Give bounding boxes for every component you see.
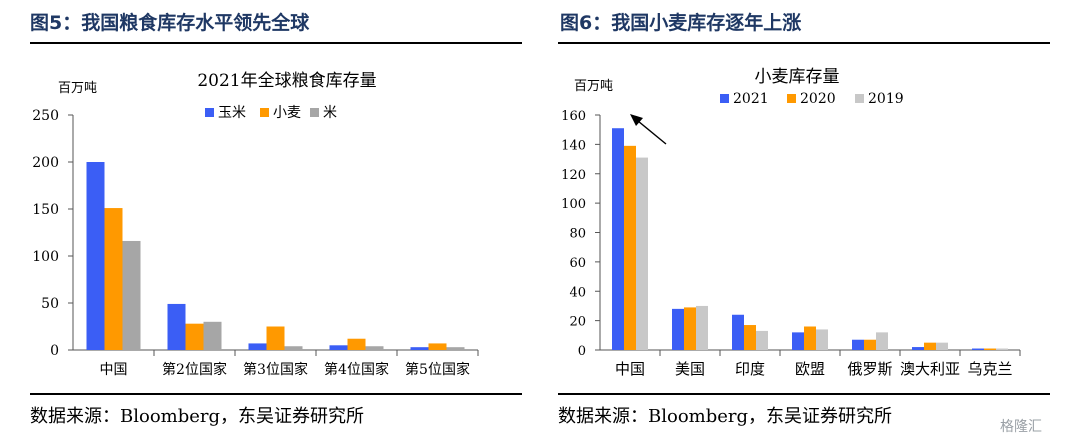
- chart1-ytick-label: 200: [32, 155, 59, 171]
- chart2-xtick-label: 澳大利亚: [900, 360, 960, 378]
- chart1-bar-3: [284, 346, 303, 350]
- chart2-legend-swatch: [855, 94, 864, 103]
- chart2-bar-2: [984, 348, 996, 350]
- chart1-legend-swatch: [205, 108, 214, 117]
- chart1-bar-3: [122, 240, 141, 350]
- chart2-bar-1: [852, 339, 864, 350]
- chart1-legend-label: 小麦: [273, 105, 301, 121]
- chart2-legend-label: 2021: [733, 91, 769, 107]
- chart2-bar-3: [876, 332, 888, 350]
- chart1-bar-3: [203, 321, 222, 350]
- chart2-bar-2: [744, 325, 756, 350]
- chart1-title: 2021年全球粮食库存量: [197, 71, 376, 91]
- chart1-legend-label: 玉米: [218, 105, 246, 121]
- chart1-ytick-label: 150: [32, 202, 59, 218]
- chart2-ytick-label: 160: [561, 109, 586, 124]
- chart2-bar-1: [732, 314, 744, 350]
- chart1-top-rule: [30, 42, 522, 44]
- chart2-bar-3: [996, 348, 1008, 350]
- chart2-xtick-label: 欧盟: [795, 360, 825, 378]
- chart2-bar-1: [612, 128, 624, 350]
- chart2-xtick-label: 美国: [675, 360, 705, 378]
- chart1-bar-2: [266, 326, 285, 350]
- chart1-xtick-label: 第5位国家: [405, 361, 470, 378]
- chart2-bar-2: [804, 326, 816, 350]
- chart2-legend-label: 2020: [800, 91, 836, 107]
- chart2-annotation-arrow-head: [630, 114, 643, 126]
- chart2-ytick-label: 120: [561, 168, 586, 183]
- chart2-top-rule: [558, 42, 1050, 44]
- chart2-legend-label: 2019: [868, 91, 904, 107]
- chart2-ytick-label: 80: [569, 227, 586, 242]
- chart2-bar-1: [972, 348, 984, 350]
- chart1-ytick-label: 50: [41, 296, 59, 312]
- chart2-bar-2: [624, 145, 636, 350]
- chart2-bar-3: [816, 329, 828, 350]
- chart1-legend-swatch: [310, 108, 319, 117]
- chart2-bar-1: [792, 332, 804, 350]
- chart2-unit-label: 百万吨: [574, 79, 613, 94]
- chart1-bar-3: [446, 347, 465, 350]
- chart1-bar-2: [104, 208, 123, 350]
- chart2-xtick-label: 俄罗斯: [847, 360, 892, 378]
- chart2-legend-swatch: [720, 94, 729, 103]
- chart1-panel-title: 图5：我国粮食库存水平领先全球: [30, 12, 310, 34]
- chart2-ytick-label: 60: [569, 256, 586, 271]
- chart2-ytick-label: 20: [569, 315, 586, 330]
- chart1-bar-1: [167, 303, 186, 350]
- chart1-unit-label: 百万吨: [58, 81, 97, 96]
- chart1-bar-2: [428, 343, 447, 350]
- chart1-ytick-label: 250: [32, 108, 59, 124]
- chart1-bar-1: [410, 347, 429, 350]
- chart2-bar-1: [672, 308, 684, 350]
- watermark-text: 格隆汇: [1000, 419, 1042, 435]
- chart2-bar-3: [756, 330, 768, 350]
- chart1-bar-1: [86, 162, 105, 350]
- chart2-bar-2: [924, 342, 936, 350]
- chart2-source-note: 数据来源：Bloomberg，东吴证券研究所: [558, 406, 893, 427]
- chart1-legend-swatch: [260, 108, 269, 117]
- chart1-xtick-label: 第3位国家: [243, 361, 308, 378]
- chart1-ytick-label: 100: [32, 249, 59, 265]
- chart2-bar-3: [936, 342, 948, 350]
- chart2-xtick-label: 乌克兰: [967, 360, 1012, 378]
- chart1-bottom-rule: [30, 393, 522, 395]
- chart2-bar-3: [636, 157, 648, 350]
- chart2-ytick-label: 0: [578, 344, 586, 359]
- chart2-bar-2: [684, 307, 696, 350]
- chart2-title: 小麦库存量: [755, 67, 840, 87]
- chart1-bar-2: [185, 323, 204, 350]
- chart1-xtick-label: 第4位国家: [324, 361, 389, 378]
- chart1-xtick-label: 中国: [100, 362, 128, 378]
- chart2-xtick-label: 中国: [615, 360, 645, 378]
- chart2-bottom-rule: [558, 393, 1050, 395]
- chart2-ytick-label: 140: [561, 138, 586, 153]
- chart2-bar-1: [912, 347, 924, 350]
- chart1-xtick-label: 第2位国家: [162, 361, 227, 378]
- chart2-bar-3: [696, 305, 708, 350]
- chart1-bar-2: [347, 338, 366, 350]
- chart2-xtick-label: 印度: [735, 360, 765, 378]
- chart1-legend-label: 米: [323, 105, 337, 121]
- chart2-ytick-label: 40: [569, 285, 586, 300]
- chart1-bar-1: [248, 343, 267, 350]
- chart1-bar-3: [365, 346, 384, 350]
- chart1-ytick-label: 0: [50, 343, 59, 359]
- chart2-legend-swatch: [787, 94, 796, 103]
- chart2-ytick-label: 100: [561, 197, 586, 212]
- chart2-annotation-arrow-line: [637, 120, 667, 145]
- chart1-bar-1: [329, 345, 348, 350]
- chart1-source-note: 数据来源：Bloomberg，东吴证券研究所: [30, 406, 365, 427]
- chart2-bar-2: [864, 339, 876, 350]
- chart2-panel-title: 图6：我国小麦库存逐年上涨: [560, 12, 802, 34]
